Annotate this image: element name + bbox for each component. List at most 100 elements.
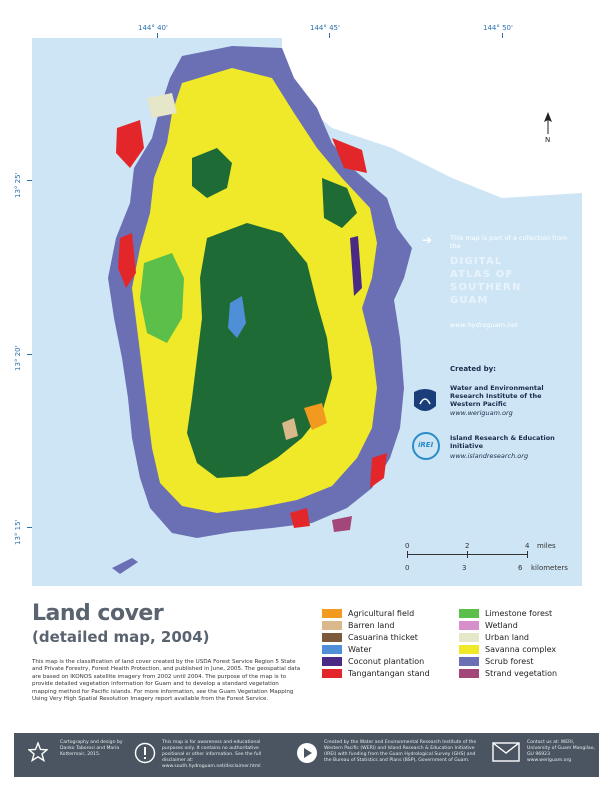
map-subtitle: (detailed map, 2004)	[32, 628, 210, 646]
irei-website-link[interactable]: www.islandresearch.org	[450, 452, 529, 460]
land-cover-map[interactable]	[32, 38, 582, 586]
north-label: N	[545, 136, 551, 144]
tangantangan-north	[116, 120, 144, 168]
footer-bar: Cartography and design by Danko Taborosi…	[14, 733, 599, 777]
lon-tick	[157, 33, 158, 38]
agricultural-field	[304, 403, 327, 430]
legend-item: Agricultural field	[322, 609, 414, 618]
legend-label: Scrub forest	[485, 657, 534, 666]
credits-text: Cartography and design by Danko Taborosi…	[60, 740, 123, 757]
legend-item: Coconut plantation	[322, 657, 424, 666]
scale-tick	[467, 551, 468, 558]
map-title: Land cover	[32, 601, 164, 626]
barren-land	[282, 418, 298, 440]
scale-tick	[407, 551, 408, 558]
legend-swatch	[459, 669, 479, 678]
legend-swatch	[322, 645, 342, 654]
legend-swatch	[322, 669, 342, 678]
lat-label-2: 13° 20'	[14, 345, 22, 371]
legend-label: Water	[348, 645, 372, 654]
urban-land	[147, 93, 177, 118]
atlas-website-link[interactable]: www.hydroguam.net	[450, 321, 518, 329]
weri-name: Water and Environmental Research Institu…	[450, 384, 544, 408]
contact-text: Contact us at: WERI, University of Guam …	[527, 740, 595, 763]
legend-item: Barren land	[322, 621, 394, 630]
created-by-heading: Created by:	[450, 365, 496, 373]
legend-label: Strand vegetation	[485, 669, 558, 678]
legend-swatch	[459, 645, 479, 654]
scale-mile-tick: 0	[405, 542, 410, 550]
weri-website-link[interactable]: www.weriguam.org	[450, 409, 513, 417]
tangantangan-east	[332, 138, 367, 173]
legend-label: Urban land	[485, 633, 530, 642]
lat-tick	[27, 527, 32, 528]
north-guam-land	[282, 38, 582, 198]
coconut-plantation	[350, 236, 362, 296]
legend-label: Savanna complex	[485, 645, 557, 654]
strand-vegetation	[332, 516, 352, 532]
scale-tick	[527, 551, 528, 558]
legend-item: Wetland	[459, 621, 518, 630]
cocos-island	[112, 558, 138, 574]
irei-name: Island Research & Education Initiative	[450, 434, 555, 450]
atlas-line: ATLAS OF	[450, 269, 514, 280]
info-icon	[134, 742, 156, 764]
legend-label: Wetland	[485, 621, 518, 630]
scale-km-unit: kilometers	[531, 564, 568, 572]
arrow-right-icon: ➔	[422, 233, 433, 247]
tangantangan-south	[290, 508, 310, 528]
lat-label-1: 13° 25'	[14, 172, 22, 198]
lat-tick	[27, 180, 32, 181]
scale-miles-unit: miles	[537, 542, 556, 550]
legend-swatch	[459, 633, 479, 642]
disclaimer-text: This map is for awareness and educationa…	[162, 740, 262, 769]
scale-km-tick: 6	[518, 564, 523, 572]
envelope-icon	[492, 742, 520, 762]
legend-item: Casuarina thicket	[322, 633, 418, 642]
legend-label: Casuarina thicket	[348, 633, 418, 642]
scale-km-tick: 0	[405, 564, 410, 572]
limestone-forest	[140, 253, 184, 343]
legend-item: Urban land	[459, 633, 529, 642]
scale-km-tick: 3	[462, 564, 467, 572]
legend-swatch	[322, 657, 342, 666]
lon-tick	[502, 33, 503, 38]
legend-swatch	[459, 657, 479, 666]
map-graphic	[108, 38, 582, 574]
forest-area-east	[322, 178, 357, 228]
lon-label-2: 144° 45'	[310, 24, 340, 32]
lat-tick	[27, 354, 32, 355]
atlas-title: DIGITAL ATLAS OF SOUTHERN GUAM	[450, 255, 560, 307]
legend-label: Agricultural field	[348, 609, 415, 618]
legend-item: Water	[322, 645, 372, 654]
tangantangan-west	[118, 233, 136, 288]
legend-swatch	[322, 621, 342, 630]
legend-item: Limestone forest	[459, 609, 552, 618]
atlas-line: SOUTHERN	[450, 282, 522, 293]
legend-item: Strand vegetation	[459, 669, 557, 678]
lon-tick	[329, 33, 330, 38]
north-arrow-icon	[544, 112, 552, 134]
irei-logo-icon: iREI	[412, 432, 440, 460]
irei-logo-text: iREI	[418, 441, 434, 449]
weri-logo-icon	[414, 389, 436, 411]
lon-label-3: 144° 50'	[483, 24, 513, 32]
legend-swatch	[322, 609, 342, 618]
funding-text: Created by the Water and Environmental R…	[324, 740, 477, 763]
lat-label-3: 13° 15'	[14, 519, 22, 545]
legend-label: Coconut plantation	[348, 657, 425, 666]
scale-mile-tick: 2	[465, 542, 470, 550]
legend-swatch	[459, 621, 479, 630]
scale-bar: 0 2 4 miles 0 3 6 kilometers	[405, 542, 568, 582]
map-description: This map is the classification of land c…	[32, 659, 301, 703]
star-icon	[28, 742, 48, 762]
forest-area-main	[187, 223, 332, 478]
legend-label: Tangantangan stand	[348, 669, 430, 678]
legend-item: Tangantangan stand	[322, 669, 430, 678]
tangantangan-se	[370, 453, 387, 488]
legend-label: Limestone forest	[485, 609, 553, 618]
forest-area-north	[192, 148, 232, 198]
legend-swatch	[322, 633, 342, 642]
lon-label-1: 144° 40'	[138, 24, 168, 32]
legend-label: Barren land	[348, 621, 395, 630]
